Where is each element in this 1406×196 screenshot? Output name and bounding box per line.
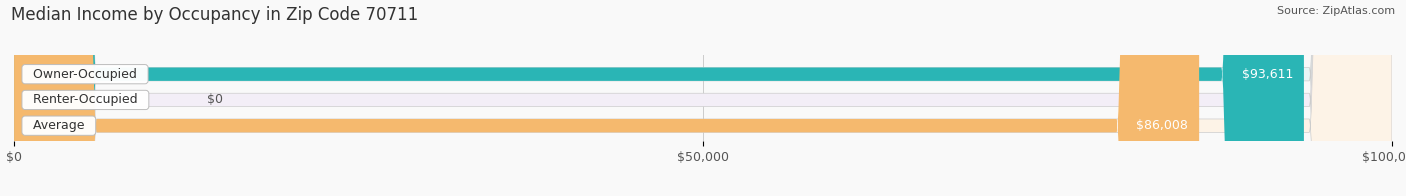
Text: Owner-Occupied: Owner-Occupied (25, 68, 145, 81)
FancyBboxPatch shape (14, 0, 1392, 196)
Text: Renter-Occupied: Renter-Occupied (25, 93, 146, 106)
Text: $86,008: $86,008 (1136, 119, 1188, 132)
Text: Average: Average (25, 119, 93, 132)
Text: $0: $0 (207, 93, 224, 106)
FancyBboxPatch shape (14, 0, 1392, 196)
Text: Median Income by Occupancy in Zip Code 70711: Median Income by Occupancy in Zip Code 7… (11, 6, 419, 24)
FancyBboxPatch shape (14, 0, 1199, 196)
Text: $93,611: $93,611 (1241, 68, 1294, 81)
Text: Source: ZipAtlas.com: Source: ZipAtlas.com (1277, 6, 1395, 16)
FancyBboxPatch shape (14, 0, 1392, 196)
FancyBboxPatch shape (14, 0, 1303, 196)
